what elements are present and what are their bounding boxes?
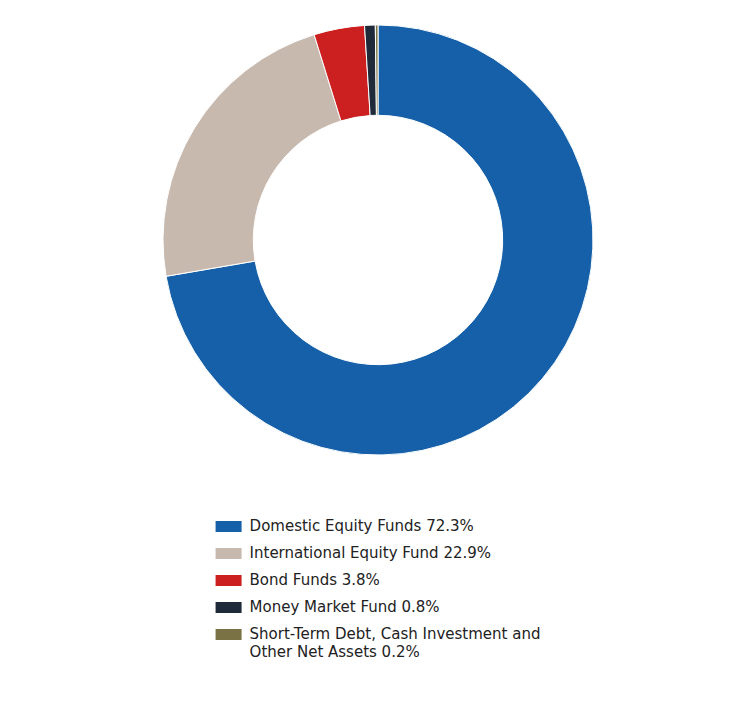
legend-swatch (216, 575, 242, 586)
legend-label-line: Money Market Fund 0.8% (250, 598, 440, 616)
donut (163, 25, 593, 455)
legend: Domestic Equity Funds 72.3% International… (216, 517, 541, 661)
slice (365, 25, 377, 116)
legend-swatch (216, 602, 242, 613)
slice (163, 35, 341, 277)
legend-label-line: Other Net Assets 0.2% (250, 643, 420, 661)
slice (314, 25, 370, 121)
legend-label-line: Bond Funds 3.8% (250, 571, 380, 589)
legend-swatch (216, 548, 242, 559)
legend-label-line: Domestic Equity Funds 72.3% (250, 517, 474, 535)
legend-label: International Equity Fund 22.9% (250, 544, 491, 562)
legend-label-line: International Equity Fund 22.9% (250, 544, 491, 562)
legend-label: Money Market Fund 0.8% (250, 598, 440, 616)
legend-label: Domestic Equity Funds 72.3% (250, 517, 474, 535)
chart: Domestic Equity Funds 72.3% International… (0, 0, 756, 708)
legend-swatch (216, 521, 242, 532)
legend-swatch (216, 629, 242, 640)
legend-label: Short-Term Debt, Cash Investment andOthe… (250, 625, 541, 661)
legend-label-line: Short-Term Debt, Cash Investment and (250, 625, 541, 643)
legend-label: Bond Funds 3.8% (250, 571, 380, 589)
slice (375, 25, 378, 115)
